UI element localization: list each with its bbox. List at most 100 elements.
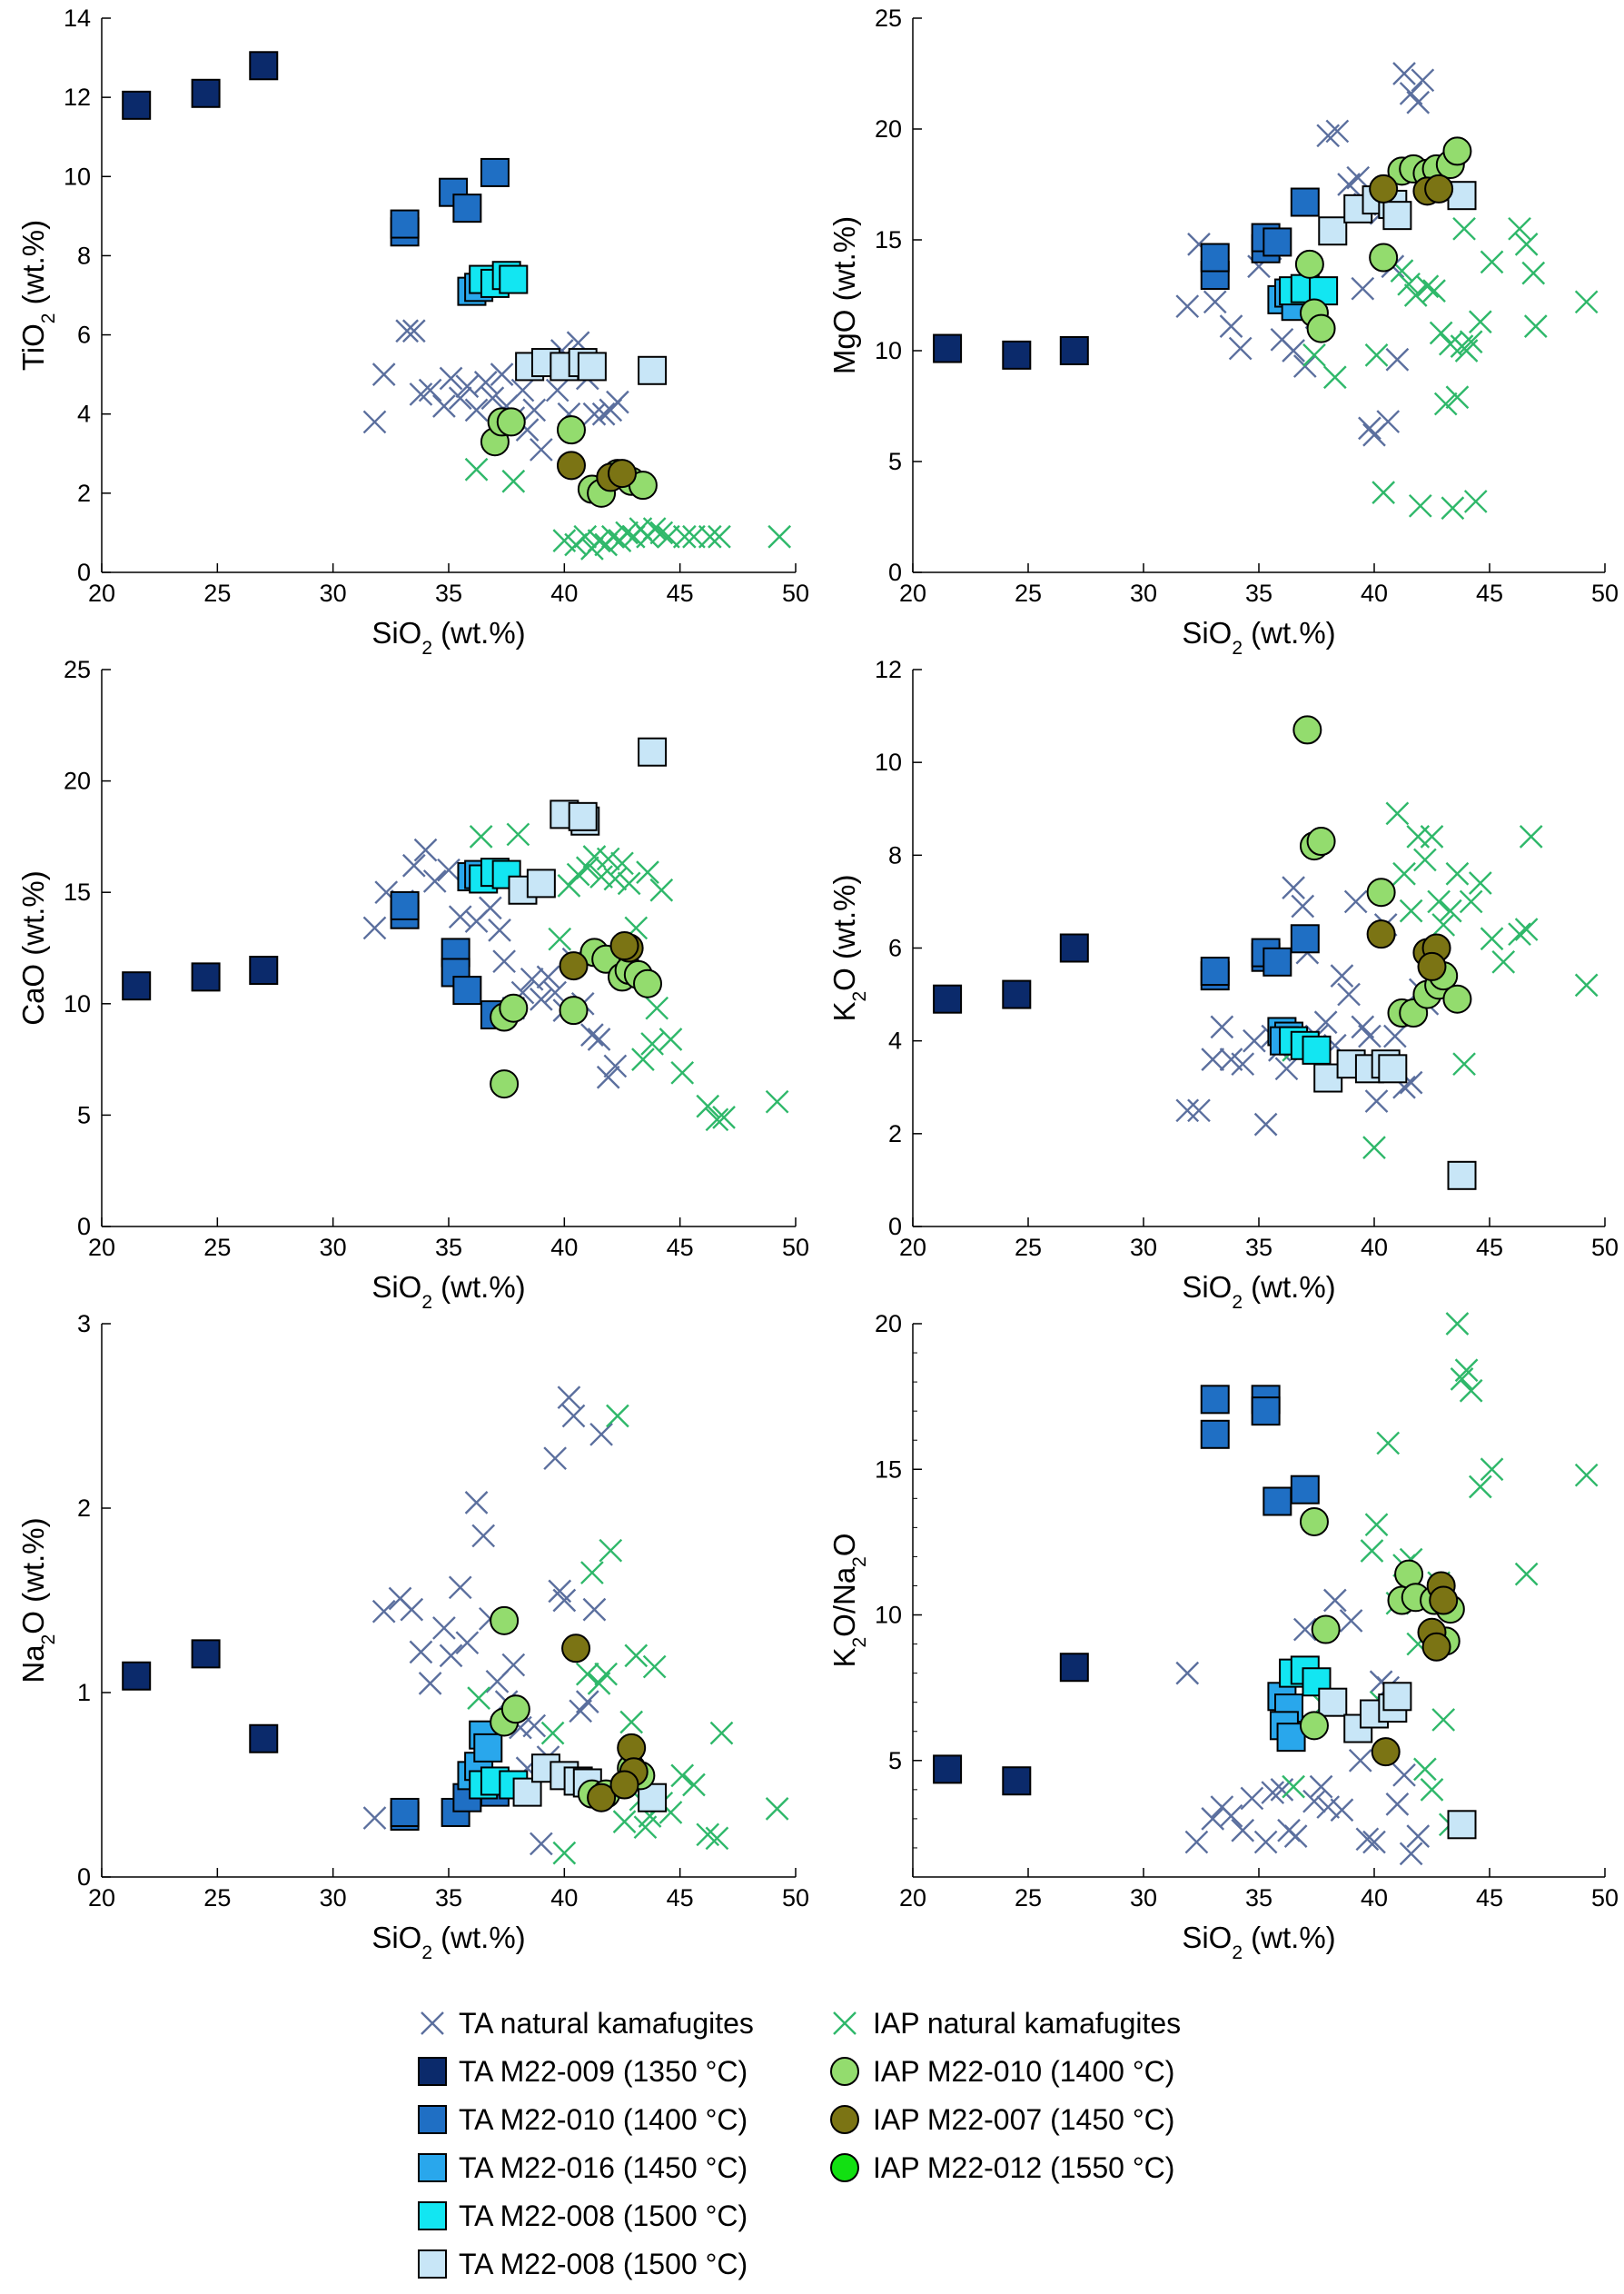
- data-point: [1470, 311, 1491, 333]
- x-tick-label: 20: [899, 580, 926, 607]
- data-point: [1421, 826, 1443, 848]
- legend-marker: [421, 2012, 443, 2034]
- data-point: [424, 870, 446, 892]
- series-ta008b: [516, 349, 666, 384]
- x-tick-label: 20: [88, 580, 115, 607]
- legend-marker: [419, 2154, 446, 2181]
- data-point: [1185, 1832, 1207, 1853]
- data-point: [500, 995, 527, 1022]
- x-axis-label: SiO2 (wt.%): [371, 1270, 525, 1313]
- data-point: [1384, 1026, 1406, 1048]
- data-point: [1430, 1587, 1457, 1614]
- data-point: [1293, 716, 1321, 743]
- data-point: [472, 1524, 494, 1546]
- data-point: [598, 848, 619, 869]
- x-tick-label: 40: [550, 1884, 578, 1912]
- data-point: [1363, 1137, 1385, 1158]
- x-tick-label: 30: [320, 1234, 347, 1261]
- y-tick-label: 10: [64, 163, 91, 190]
- y-tick-label: 2: [77, 1495, 91, 1522]
- data-point: [1377, 1432, 1399, 1454]
- legend-marker: [831, 2106, 858, 2133]
- data-point: [1061, 935, 1088, 962]
- data-point: [1366, 1090, 1388, 1112]
- x-axis-label: SiO2 (wt.%): [1182, 1921, 1335, 1963]
- y-tick-label: 25: [875, 5, 902, 32]
- data-point: [616, 521, 638, 543]
- data-point: [1263, 948, 1291, 976]
- x-tick-label: 25: [203, 580, 231, 607]
- chart-panel-1: 20 25 30 35 40 45 5002468101214SiO2 (wt.%)TiO2…: [16, 5, 809, 659]
- data-point: [1383, 202, 1411, 229]
- x-axis-label: SiO2 (wt.%): [1182, 616, 1335, 659]
- data-point: [1308, 315, 1335, 343]
- data-point: [1282, 340, 1304, 362]
- data-point: [1303, 1037, 1331, 1064]
- data-point: [1414, 849, 1436, 870]
- data-point: [562, 1634, 589, 1662]
- data-point: [1255, 1114, 1277, 1136]
- data-point: [1317, 124, 1339, 146]
- data-point: [450, 1576, 471, 1598]
- data-point: [607, 1405, 629, 1427]
- data-point: [1366, 1514, 1388, 1535]
- data-point: [767, 1798, 788, 1820]
- data-point: [1453, 1053, 1475, 1075]
- x-tick-label: 35: [435, 580, 462, 607]
- legend-label: TA M22-008 (1500 °C): [459, 2248, 748, 2280]
- x-tick-label: 45: [1476, 580, 1503, 607]
- y-tick-label: 5: [888, 448, 902, 475]
- data-point: [604, 1055, 626, 1077]
- data-point: [123, 1663, 150, 1690]
- data-point: [1386, 1793, 1408, 1815]
- data-point: [1176, 1099, 1198, 1121]
- x-tick-label: 25: [203, 1884, 231, 1912]
- y-tick-label: 1: [77, 1679, 91, 1706]
- data-point: [706, 1827, 728, 1849]
- data-point: [1423, 280, 1445, 302]
- data-point: [1292, 896, 1313, 918]
- data-point: [583, 1599, 605, 1621]
- y-tick-label: 0: [77, 1213, 91, 1240]
- data-point: [1003, 1767, 1030, 1794]
- data-point: [1202, 958, 1229, 985]
- data-point: [250, 1725, 277, 1753]
- y-tick-label: 15: [64, 879, 91, 906]
- data-point: [1401, 900, 1422, 922]
- data-point: [1449, 1811, 1476, 1838]
- data-point: [1319, 1689, 1346, 1716]
- data-point: [364, 1807, 386, 1829]
- data-point: [1341, 1610, 1362, 1632]
- data-point: [1383, 1683, 1411, 1710]
- data-point: [1352, 278, 1373, 300]
- data-point: [1294, 355, 1316, 377]
- legend-entry-ta016: TA M22-016 (1450 °C): [419, 2151, 748, 2184]
- data-point: [453, 977, 480, 1004]
- data-point: [1241, 1787, 1263, 1809]
- y-tick-label: 10: [64, 990, 91, 1018]
- y-tick-label: 0: [77, 559, 91, 586]
- data-point: [1204, 291, 1226, 313]
- data-point: [1312, 1616, 1340, 1644]
- data-point: [1443, 137, 1471, 164]
- series-iap_nat: [1303, 218, 1598, 519]
- data-point: [420, 1673, 441, 1694]
- data-point: [549, 929, 570, 950]
- data-point: [1263, 1488, 1291, 1515]
- legend-label: IAP natural kamafugites: [873, 2007, 1181, 2040]
- data-point: [1372, 1738, 1400, 1765]
- data-point: [481, 159, 509, 186]
- data-point: [489, 919, 510, 941]
- data-point: [1372, 482, 1394, 503]
- x-tick-label: 50: [782, 1234, 809, 1261]
- data-point: [1453, 218, 1475, 240]
- x-tick-label: 30: [1130, 580, 1157, 607]
- data-point: [563, 1405, 585, 1427]
- legend-entry-ta_nat: TA natural kamafugites: [421, 2007, 754, 2040]
- data-point: [1331, 965, 1352, 987]
- data-point: [490, 1607, 518, 1634]
- data-point: [502, 471, 524, 492]
- y-axis-label: K2O (wt.%): [827, 874, 870, 1021]
- y-tick-label: 6: [77, 322, 91, 349]
